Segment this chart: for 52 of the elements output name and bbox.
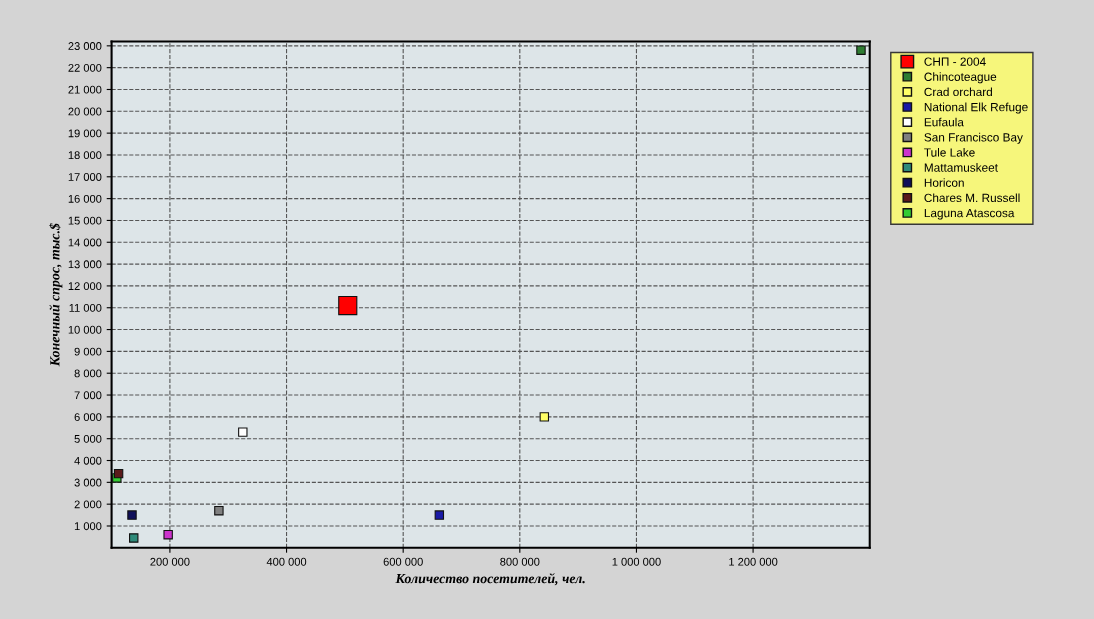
y-tick-label: 8 000 — [74, 369, 102, 378]
y-tick-label: 21 000 — [68, 85, 102, 94]
y-tick-label: 2 000 — [74, 500, 102, 509]
point — [127, 510, 137, 520]
y-tick-label: 6 000 — [74, 413, 102, 421]
y-tick-label: 14 000 — [68, 238, 102, 247]
point — [338, 295, 358, 316]
x-tick-label: 400 000 — [266, 557, 307, 566]
legend-label: Eufaula — [924, 117, 964, 127]
y-tick-label: 13 000 — [68, 260, 102, 269]
y-tick-label: 7 000 — [74, 391, 102, 400]
y-tick-label: 11 000 — [69, 304, 102, 312]
point — [214, 505, 224, 516]
legend-label: Crad orchard — [924, 87, 992, 97]
y-tick-label: 9 000 — [74, 347, 102, 356]
legend-label: Mattamuskeet — [924, 163, 998, 172]
y-tick-label: 10 000 — [68, 325, 102, 334]
y-tick-label: 3 000 — [74, 478, 102, 487]
x-tick-label: 800 000 — [500, 557, 540, 566]
point — [129, 533, 139, 543]
point — [434, 510, 445, 520]
x-tick-label: 600 000 — [383, 557, 423, 566]
y-tick-label: 5 000 — [74, 434, 102, 443]
y-tick-label: 17 000 — [68, 173, 102, 181]
y-tick-label: 16 000 — [68, 194, 102, 203]
legend-label: Horicon — [924, 178, 964, 187]
point — [163, 529, 173, 540]
y-tick-label: 1 000 — [74, 522, 102, 531]
point — [238, 427, 248, 437]
point — [856, 45, 866, 55]
legend-label: San Francisco Bay — [924, 132, 1023, 144]
y-tick-label: 19 000 — [68, 129, 102, 138]
y-tick-label: 4 000 — [74, 456, 102, 465]
y-tick-label: 18 000 — [68, 151, 102, 160]
x-axis-title: Количество посетителей, чел. — [395, 573, 585, 586]
legend-label: National Elk Refuge — [924, 102, 1028, 114]
y-tick-label: 22 000 — [68, 63, 102, 72]
legend-label: Laguna Atascosa — [924, 208, 1015, 220]
y-tick-label: 20 000 — [68, 107, 102, 116]
y-tick-label: 15 000 — [68, 216, 102, 225]
legend-label: Tule Lake — [924, 147, 975, 157]
y-tick-label: 23 000 — [68, 42, 102, 50]
legend-label: Chincoteague — [924, 72, 997, 84]
point — [113, 468, 124, 479]
y-tick-label: 12 000 — [68, 282, 102, 291]
x-tick-label: 1 000 000 — [612, 557, 661, 566]
x-tick-label: 200 000 — [150, 557, 190, 566]
y-axis-title: Конечный спрос, тыс.$ — [49, 223, 63, 367]
point — [539, 412, 550, 422]
x-tick-label: 1 200 000 — [729, 557, 778, 566]
legend-label: Chares M. Russell — [924, 193, 1020, 203]
legend-label: СНП - 2004 — [924, 57, 986, 66]
